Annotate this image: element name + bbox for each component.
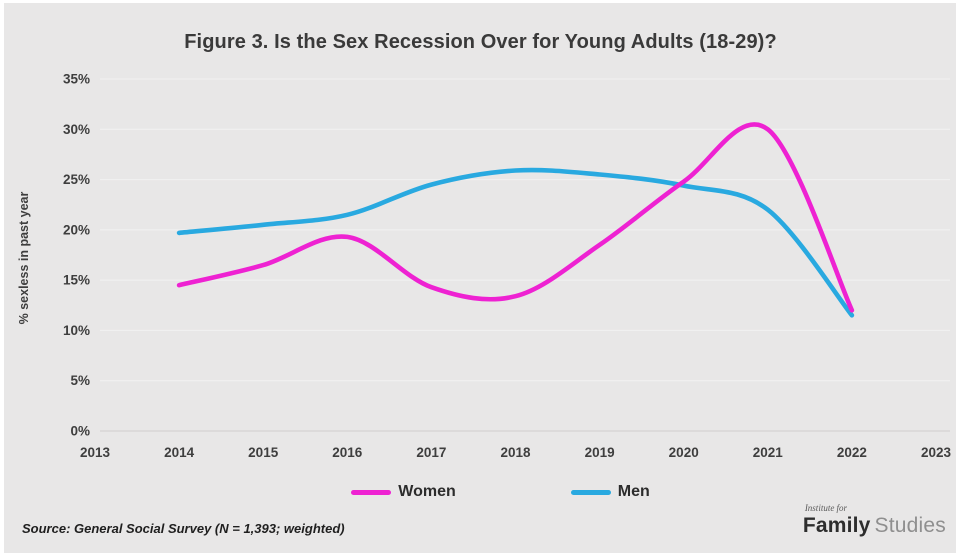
chart-background (4, 3, 956, 553)
chart-title: Figure 3. Is the Sex Recession Over for … (184, 31, 777, 53)
logo-word-studies: Studies (874, 514, 946, 537)
logo-institute-for: Institute for (804, 503, 848, 513)
women-line-swatch (351, 489, 392, 495)
legend-label-women: Women (398, 483, 456, 500)
logo-family-studies: Family Studies (803, 515, 946, 536)
legend: Women Men (40, 483, 961, 501)
men-line-swatch (570, 489, 611, 495)
legend-label-men: Men (617, 483, 650, 500)
logo-word-family: Family (802, 514, 871, 537)
ifs-logo: Institute for Family Studies (803, 503, 946, 537)
source-note: Source: General Social Survey (N = 1,393… (22, 521, 345, 536)
legend-item-men: Men (570, 483, 650, 501)
legend-item-women: Women (351, 483, 456, 501)
